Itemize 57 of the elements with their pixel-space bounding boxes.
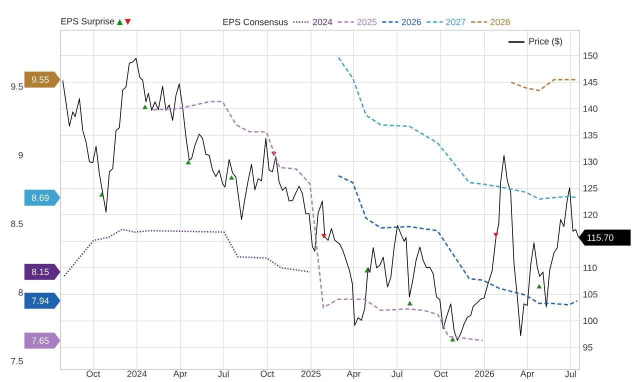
point bbox=[364, 268, 370, 273]
legend-label: 2024 bbox=[312, 18, 332, 26]
y-tick-label: 9.5 bbox=[11, 83, 23, 90]
legend-label: 2028 bbox=[490, 18, 510, 26]
y2-tick-label: 120 bbox=[583, 212, 598, 218]
point bbox=[450, 337, 456, 342]
y2-tick-label: 100 bbox=[583, 318, 598, 324]
legend-label: 2026 bbox=[402, 18, 421, 26]
x-tick-label: Apr bbox=[173, 370, 188, 379]
point bbox=[99, 192, 104, 197]
y-tick-label: 9 bbox=[18, 152, 23, 158]
point bbox=[142, 104, 148, 110]
line-series bbox=[338, 175, 578, 306]
y2-tick-label: 125 bbox=[583, 185, 598, 192]
y2-tick-label: 130 bbox=[583, 158, 598, 165]
text: 9.55 bbox=[32, 76, 49, 83]
legend-label: Price ($) bbox=[529, 38, 562, 46]
x-tick-label: 2025 bbox=[301, 370, 321, 377]
text: 8.69 bbox=[32, 194, 49, 201]
y2-tick-label: 145 bbox=[583, 79, 598, 86]
x-tick-label: 2026 bbox=[474, 370, 494, 377]
text: 8.15 bbox=[32, 268, 49, 276]
point bbox=[321, 234, 326, 238]
point bbox=[229, 175, 234, 180]
point bbox=[536, 284, 542, 288]
y-tick-label: 7.5 bbox=[11, 358, 23, 364]
point bbox=[407, 301, 412, 306]
x-tick-label: Oct bbox=[434, 370, 448, 377]
y2-tick-label: 110 bbox=[583, 264, 597, 272]
y2-tick-label: 150 bbox=[583, 52, 598, 59]
y-tick-label: 8 bbox=[18, 289, 23, 296]
line-series bbox=[510, 78, 578, 92]
point bbox=[186, 160, 191, 164]
y2-tick-label: 95 bbox=[583, 344, 592, 351]
text: EPS Surprise bbox=[61, 18, 114, 26]
legend-label: 2025 bbox=[357, 18, 377, 26]
x-tick-label: Jul bbox=[391, 370, 402, 378]
y-tick-label: 8.5 bbox=[11, 220, 23, 228]
legend-label: 2027 bbox=[446, 18, 466, 26]
x-tick-label: Oct bbox=[86, 370, 100, 377]
text: 7.94 bbox=[32, 298, 49, 304]
line-series bbox=[64, 228, 311, 277]
text: 7.65 bbox=[32, 337, 49, 344]
x-tick-label: Apr bbox=[520, 370, 534, 379]
y2-tick-label: 135 bbox=[583, 132, 598, 138]
x-tick-label: Oct bbox=[260, 370, 274, 377]
y2-tick-label: 140 bbox=[583, 106, 598, 112]
x-tick-label: Jul bbox=[564, 370, 576, 378]
line-series bbox=[338, 56, 578, 200]
x-tick-label: Jul bbox=[218, 370, 229, 378]
x-tick-label: Apr bbox=[346, 370, 361, 379]
point bbox=[493, 232, 498, 238]
y2-tick-label: 105 bbox=[583, 291, 598, 298]
text: 115.70 bbox=[588, 234, 614, 241]
x-tick-label: 2024 bbox=[127, 370, 147, 377]
legend-title: EPS Consensus bbox=[223, 18, 288, 26]
line-series bbox=[152, 100, 484, 342]
